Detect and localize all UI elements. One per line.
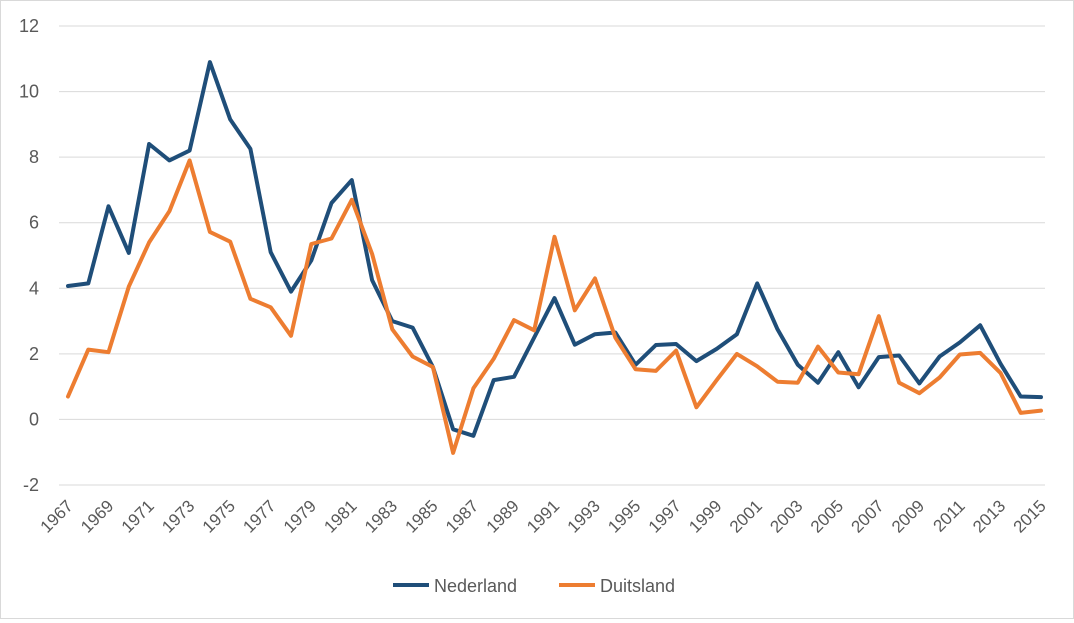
- series-lines: [66, 60, 1043, 455]
- series-line-duitsland: [66, 158, 1043, 455]
- x-tick-label: 1981: [320, 496, 360, 536]
- x-tick-label: 1971: [118, 496, 158, 536]
- x-tick-label: 1987: [442, 496, 482, 536]
- legend-label-nederland: Nederland: [434, 576, 517, 596]
- x-tick-label: 2011: [929, 496, 968, 535]
- x-tick-label: 2015: [1010, 496, 1050, 536]
- y-tick-label: 8: [29, 147, 39, 167]
- x-tick-label: 1973: [158, 496, 198, 536]
- y-tick-label: 6: [29, 213, 39, 233]
- x-tick-label: 1999: [685, 496, 725, 536]
- x-tick-label: 1969: [77, 496, 117, 536]
- y-tick-label: 0: [29, 409, 39, 429]
- x-tick-label: 2003: [766, 496, 806, 536]
- y-axis-tick-labels: -2 0 2 4 6 8 10 12: [19, 16, 39, 495]
- x-tick-label: 1975: [199, 496, 239, 536]
- x-tick-label: 1989: [483, 496, 523, 536]
- x-tick-label: 2009: [888, 496, 928, 536]
- x-tick-label: 2005: [807, 496, 847, 536]
- y-tick-label: 12: [19, 16, 39, 36]
- x-tick-label: 1985: [402, 496, 442, 536]
- x-tick-label: 1967: [37, 496, 77, 536]
- x-tick-label: 1983: [361, 496, 401, 536]
- gridlines: [59, 25, 1045, 486]
- legend: Nederland Duitsland: [393, 576, 675, 596]
- x-tick-label: 1995: [604, 496, 644, 536]
- x-axis-tick-labels: 1967 1969 1971 1973 1975 1977 1979 1981 1983 1985…: [37, 496, 1050, 536]
- x-tick-label: 2001: [726, 496, 766, 536]
- x-tick-label: 2007: [847, 496, 887, 536]
- legend-label-duitsland: Duitsland: [600, 576, 675, 596]
- x-tick-label: 1979: [280, 496, 320, 536]
- x-tick-label: 1993: [564, 496, 604, 536]
- y-tick-label: 2: [29, 344, 39, 364]
- y-tick-label: -2: [23, 475, 39, 495]
- x-tick-label: 2013: [969, 496, 1009, 536]
- x-tick-label: 1991: [523, 496, 563, 536]
- y-tick-label: 4: [29, 278, 39, 298]
- x-tick-label: 1977: [239, 496, 279, 536]
- y-tick-label: 10: [19, 82, 39, 102]
- x-tick-label: 1997: [645, 496, 685, 536]
- series-line-nederland: [66, 60, 1043, 438]
